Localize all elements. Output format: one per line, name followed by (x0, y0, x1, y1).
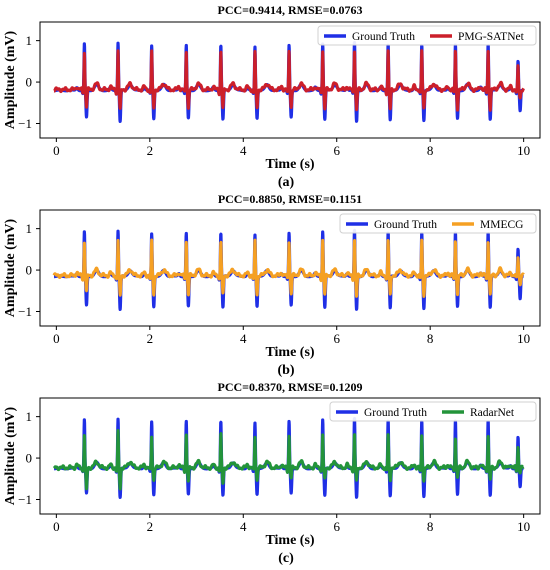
y-axis-label: Amplitude (mV) (3, 218, 18, 317)
x-tick-label: 10 (517, 143, 530, 158)
legend: Ground Truth RadarNet (329, 401, 537, 422)
y-tick-label: 1 (26, 221, 33, 236)
y-axis-label: Amplitude (mV) (3, 406, 18, 505)
x-tick-label: 10 (517, 519, 530, 534)
chart-panel-b: PCC=0.8850, RMSE=0.1151 0 2 4 6 8 10 −1 0 1 Time (… (3, 192, 541, 378)
x-tick-label: 4 (240, 519, 247, 534)
legend-label: Ground Truth (364, 407, 427, 419)
x-tick-label: 8 (427, 519, 434, 534)
plot-frame (39, 397, 541, 515)
x-axis-label: Time (s) (265, 533, 314, 548)
x-tick-label: 2 (147, 143, 154, 158)
x-tick-label: 6 (333, 143, 340, 158)
panel-label: (a) (278, 175, 295, 190)
panel-label: (b) (277, 363, 294, 378)
y-tick-label: −1 (18, 116, 32, 131)
legend-label: Ground Truth (352, 31, 415, 43)
chart-panel-a: PCC=0.9414, RMSE=0.0763 0 2 4 6 8 10 −1 0 1 Time (… (3, 3, 541, 190)
series-line-prediction (52, 49, 525, 112)
chart-title: PCC=0.8370, RMSE=0.1209 (217, 380, 362, 394)
plot-frame (39, 21, 541, 139)
y-tick-label: −1 (18, 304, 32, 319)
legend-box (317, 25, 537, 46)
legend: Ground Truth MMECG (339, 213, 537, 234)
chart-panel-c: PCC=0.8370, RMSE=0.1209 0 2 4 6 8 10 −1 0 1 Time (… (3, 380, 541, 566)
x-tick-label: 2 (147, 331, 154, 346)
y-tick-label: 0 (26, 75, 33, 90)
x-axis-label: Time (s) (265, 157, 314, 172)
x-tick-label: 8 (427, 143, 434, 158)
legend-label: RadarNet (470, 407, 515, 419)
x-tick-label: 6 (333, 519, 340, 534)
x-axis-label: Time (s) (265, 345, 314, 360)
series-line-prediction (52, 238, 525, 298)
x-tick-label: 0 (53, 143, 60, 158)
x-tick-label: 6 (333, 331, 340, 346)
x-tick-label: 4 (240, 331, 247, 346)
x-tick-label: 8 (427, 331, 434, 346)
y-tick-label: 0 (26, 263, 33, 278)
y-tick-label: 1 (26, 409, 33, 424)
y-tick-label: 0 (26, 451, 33, 466)
x-tick-label: 10 (517, 331, 530, 346)
panel-label: (c) (278, 551, 294, 566)
y-tick-label: −1 (18, 492, 32, 507)
legend-label: PMG-SATNet (458, 31, 525, 43)
chart-title: PCC=0.9414, RMSE=0.0763 (217, 3, 362, 17)
series-line-prediction (52, 428, 525, 491)
legend: Ground Truth PMG-SATNet (317, 25, 537, 46)
x-tick-label: 4 (240, 143, 247, 158)
y-tick-label: 1 (26, 33, 33, 48)
legend-box (329, 401, 537, 422)
legend-label: Ground Truth (374, 219, 437, 231)
legend-box (339, 213, 537, 234)
chart-title: PCC=0.8850, RMSE=0.1151 (218, 192, 362, 206)
x-tick-label: 0 (53, 519, 60, 534)
y-axis-label: Amplitude (mV) (3, 30, 18, 129)
legend-label: MMECG (480, 219, 523, 231)
x-tick-label: 0 (53, 331, 60, 346)
x-tick-label: 2 (147, 519, 154, 534)
plot-frame (39, 209, 541, 327)
